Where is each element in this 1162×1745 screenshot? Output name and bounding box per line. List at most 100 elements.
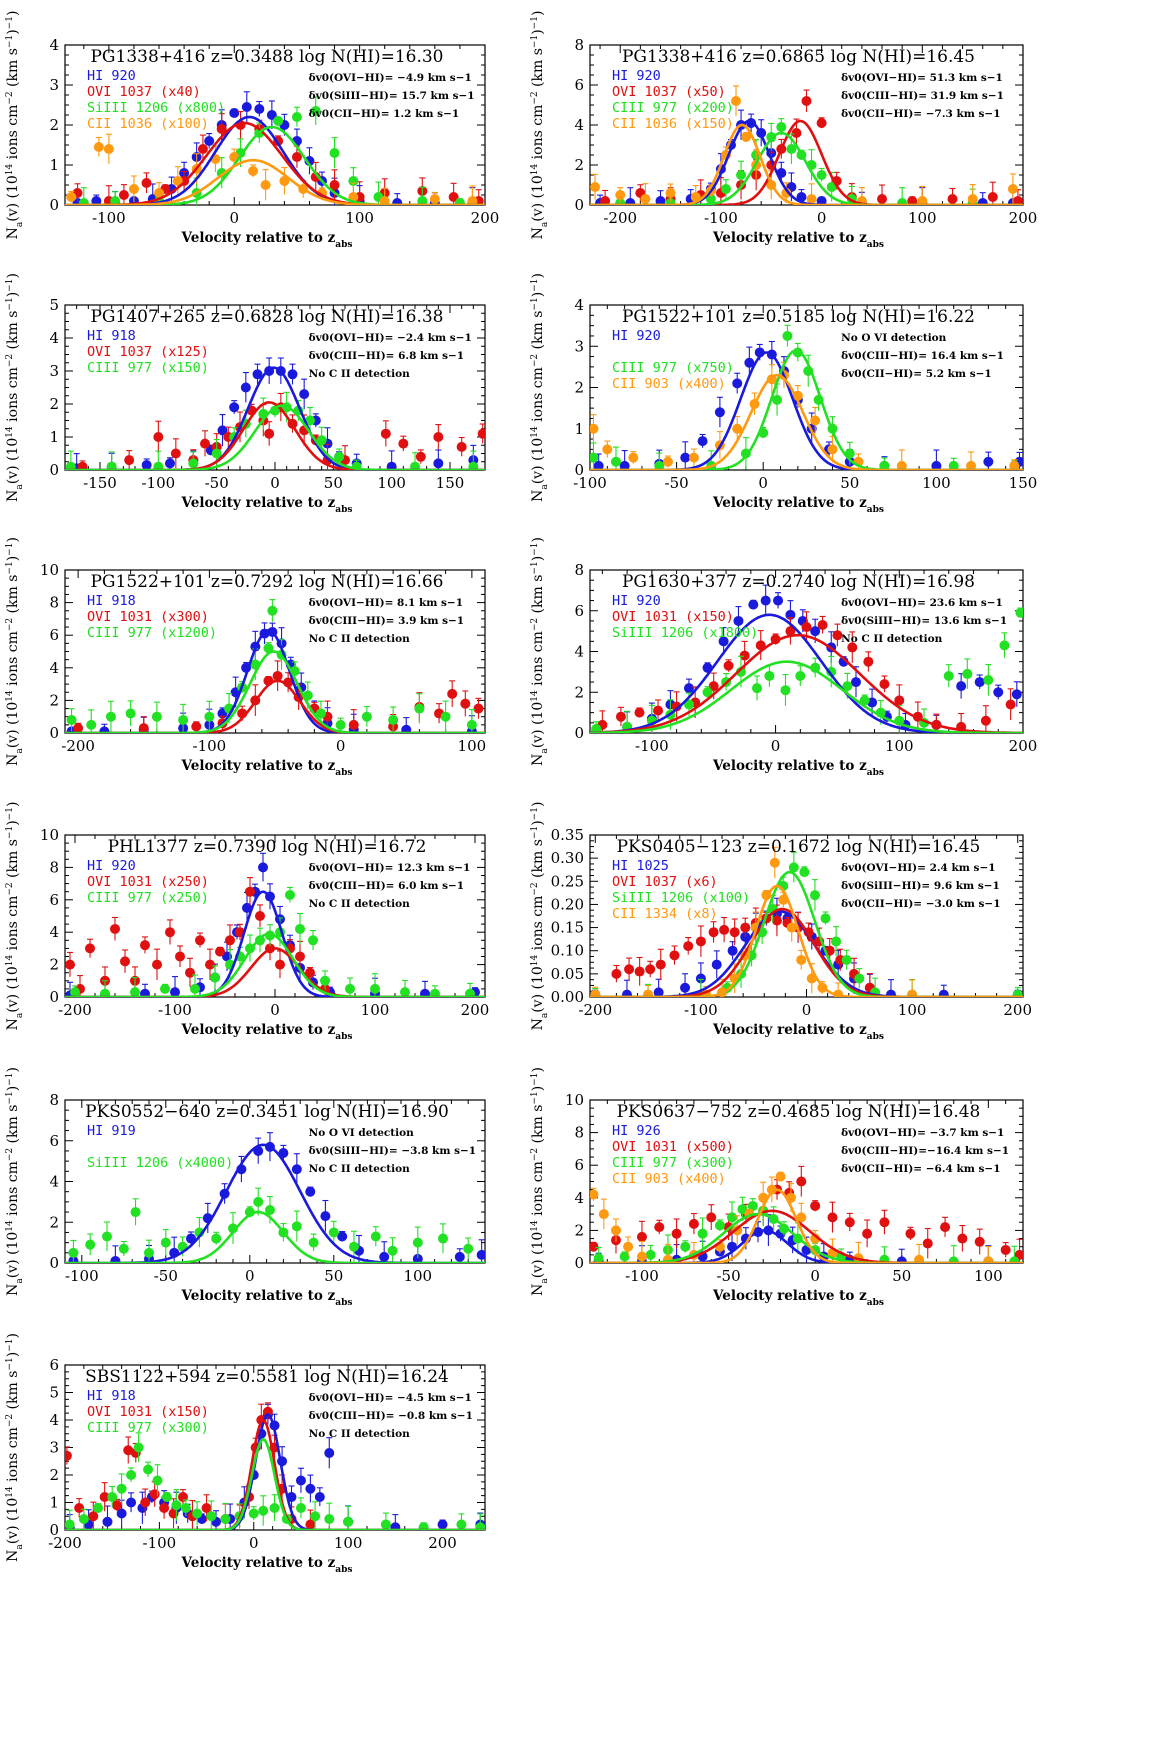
- chart-panel-3: -150 -100 -50 0 50 100 150 0 1 2 3 4 5 Velocity relat…: [5, 273, 486, 515]
- data-point-ovi-1031: [636, 1231, 647, 1242]
- data-point-ciii-977: [720, 184, 731, 194]
- fit-curve-ovi-1031: [65, 679, 485, 733]
- data-point-ciii-977: [466, 719, 477, 730]
- y-tick-label: 2: [49, 1466, 59, 1484]
- data-point-ovi-1031: [739, 650, 750, 661]
- data-point-ciii-977: [190, 983, 200, 994]
- data-point-ciii-977: [93, 1503, 104, 1513]
- data-point-hi-918: [314, 1492, 325, 1502]
- x-tick-label: -100: [635, 737, 669, 755]
- data-point-siiii-1206: [463, 1243, 474, 1254]
- data-point-ovi-1031: [159, 1503, 170, 1513]
- data-point-ciii-977: [778, 1223, 789, 1234]
- plot-area: [590, 324, 1023, 470]
- data-point-ovi-1031: [940, 1222, 951, 1233]
- data-point-ciii-977: [66, 714, 77, 725]
- data-point-cii-903: [598, 1209, 609, 1220]
- fit-curve-ciii-977: [590, 349, 1023, 470]
- data-point-cii-1036: [128, 184, 139, 194]
- legend-entry: CIII 977 (x300): [612, 1155, 734, 1171]
- data-point-ovi-1037: [398, 438, 409, 449]
- y-tick-label: 8: [49, 1091, 59, 1109]
- data-point-siiii-1206: [110, 196, 121, 205]
- y-tick-label: 2: [49, 1213, 59, 1231]
- data-point-ciii-977: [705, 194, 716, 204]
- data-point-hi-919: [110, 1255, 121, 1263]
- data-point-cii-1036: [781, 188, 792, 198]
- fit-curve-hi-918: [65, 628, 485, 733]
- data-point-hi-920: [974, 677, 985, 688]
- data-point-ciii-977: [697, 1228, 708, 1239]
- data-point-ciii-977: [258, 1505, 269, 1516]
- fit-curve-cii-1036: [590, 123, 1023, 205]
- x-tick-label: -100: [704, 209, 738, 227]
- data-point-ovi-1037: [719, 924, 730, 935]
- data-point-ovi-1031: [305, 967, 315, 978]
- data-point-cii-903: [628, 452, 639, 463]
- x-tick-label: 50: [324, 474, 343, 492]
- y-axis-label: Na(v) (1014 ions cm−2 (km s−1)−1): [5, 273, 25, 502]
- fit-curve-hi-926: [590, 1229, 1023, 1263]
- data-point-cii-1334: [786, 922, 797, 933]
- data-point-ovi-1037: [987, 192, 998, 202]
- data-point-siiii-1206: [412, 1237, 423, 1248]
- y-tick-label: 1: [574, 420, 584, 438]
- y-tick-label: 5: [49, 1384, 59, 1402]
- data-point-hi-920: [773, 595, 784, 606]
- data-point-hi-920: [625, 198, 636, 205]
- data-point-ciii-977: [100, 988, 110, 997]
- data-point-siiii-1206: [854, 973, 865, 984]
- data-point-hi-920: [258, 862, 268, 873]
- data-point-ovi-1031: [1000, 1244, 1011, 1255]
- data-point-siiii-1206: [387, 1245, 398, 1256]
- x-tick-label: -200: [58, 1001, 92, 1019]
- data-point-ovi-1037: [216, 124, 227, 134]
- y-tick-label: 2: [49, 956, 59, 974]
- legend-entry: CII 903 (x400): [612, 1171, 726, 1187]
- legend-entry: OVI 1037 (x50): [612, 84, 726, 100]
- data-point-cii-903: [966, 460, 977, 470]
- x-tick-label: 0: [336, 737, 346, 755]
- data-point-siiii-1206: [253, 1196, 264, 1207]
- data-point-ciii-977: [440, 711, 451, 722]
- data-point-ciii-977: [766, 132, 777, 142]
- data-point-ovi-1031: [99, 1492, 110, 1502]
- data-point-ovi-1031: [85, 943, 95, 954]
- data-point-ovi-1037: [877, 194, 888, 204]
- annotation-text: No C II detection: [309, 368, 411, 380]
- data-point-ovi-1037: [611, 968, 622, 979]
- data-point-hi-1025: [727, 945, 738, 956]
- x-tick-label: -100: [625, 1267, 659, 1285]
- y-axis-label: Na(v) (1014 ions cm−2 (km s−1)−1): [530, 537, 550, 766]
- data-point-ovi-1031: [590, 1241, 599, 1252]
- y-tick-label: 0: [49, 988, 59, 1006]
- y-tick-label: 3: [49, 1439, 59, 1457]
- data-point-hi-920: [1011, 689, 1022, 700]
- data-point-ovi-1031: [185, 967, 195, 978]
- data-point-ovi-1031: [879, 679, 890, 690]
- data-point-ovi-1031: [191, 721, 202, 732]
- data-point-ciii-977: [65, 461, 76, 470]
- data-point-ovi-1037: [200, 438, 210, 449]
- fit-curve-cii-1334: [590, 884, 1023, 997]
- data-point-cii-1036: [741, 132, 752, 142]
- data-point-ciii-977: [188, 458, 199, 469]
- data-point-ciii-977: [65, 1519, 75, 1530]
- data-point-hi-918: [229, 402, 240, 413]
- data-point-cii-903: [590, 1189, 599, 1200]
- y-tick-label: 2: [49, 116, 59, 134]
- fit-curve-ciii-977: [65, 1437, 485, 1530]
- x-tick-label: 200: [428, 1534, 457, 1552]
- data-point-ciii-977: [143, 1464, 154, 1475]
- data-point-hi-920: [744, 357, 755, 368]
- data-point-ovi-1031: [894, 695, 905, 706]
- data-point-cii-1036: [154, 188, 165, 198]
- annotation-text: δv0(OVI−HI)= 2.4 km s−1: [841, 862, 995, 874]
- data-point-ovi-1031: [175, 951, 185, 962]
- plot-area: [65, 852, 485, 997]
- y-tick-label: 4: [49, 36, 59, 54]
- data-point-cii-1036: [66, 192, 77, 202]
- fit-curve-ciii-977: [65, 932, 485, 997]
- x-axis-label: Velocity relative to zabs: [181, 495, 353, 515]
- data-point-ovi-1031: [708, 681, 719, 692]
